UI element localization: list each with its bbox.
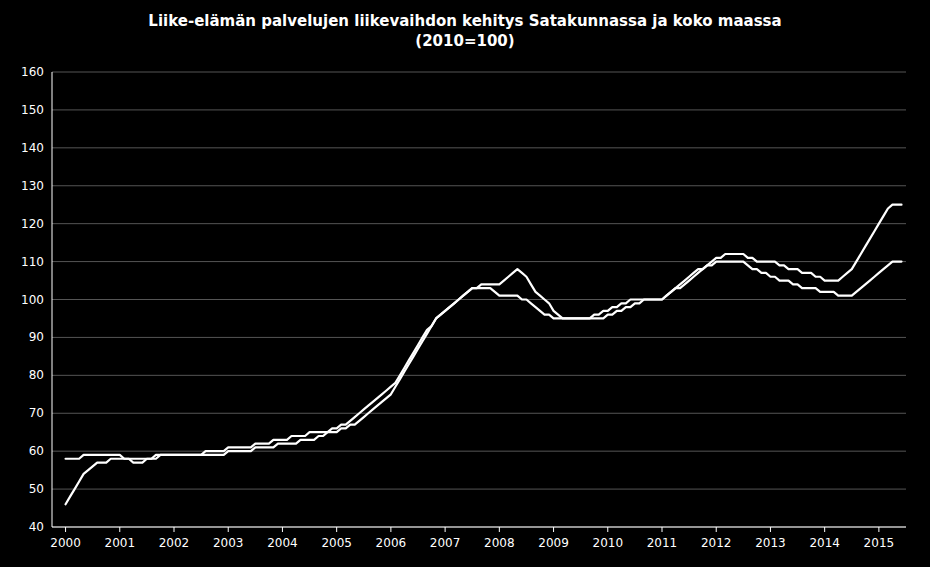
x-tick-label: 2013 bbox=[755, 536, 786, 550]
y-tick-label: 160 bbox=[21, 65, 44, 79]
x-tick bbox=[119, 527, 120, 532]
y-tick-label: 90 bbox=[29, 330, 44, 344]
y-tick-label: 120 bbox=[21, 217, 44, 231]
x-tick-label: 2009 bbox=[538, 536, 569, 550]
grid-line bbox=[52, 261, 906, 262]
y-tick-label: 40 bbox=[29, 520, 44, 534]
background bbox=[0, 0, 930, 567]
y-tick-label: 80 bbox=[29, 368, 44, 382]
y-tick-label: 150 bbox=[21, 103, 44, 117]
y-grid bbox=[52, 72, 906, 527]
x-tick-label: 2001 bbox=[105, 536, 136, 550]
x-tick bbox=[716, 527, 717, 532]
x-tick-label: 2015 bbox=[864, 536, 895, 550]
title: Liike-elämän palvelujen liikevaihdon keh… bbox=[148, 12, 781, 30]
x-tick-label: 2012 bbox=[701, 536, 732, 550]
x-tick-label: 2007 bbox=[430, 536, 461, 550]
x-tick bbox=[228, 527, 229, 532]
grid-line bbox=[52, 413, 906, 414]
y-tick-label: 50 bbox=[29, 482, 44, 496]
x-tick bbox=[390, 527, 391, 532]
x-tick bbox=[65, 527, 66, 532]
lines bbox=[66, 205, 902, 505]
x-tick-label: 2005 bbox=[321, 536, 352, 550]
x-tick-label: 2011 bbox=[647, 536, 678, 550]
x-tick bbox=[282, 527, 283, 532]
grid-line bbox=[52, 147, 906, 148]
x-tick-label: 2004 bbox=[267, 536, 298, 550]
x-tick-label: 2010 bbox=[593, 536, 624, 550]
series-line bbox=[66, 205, 902, 459]
y-axis bbox=[52, 72, 53, 527]
grid-line bbox=[52, 185, 906, 186]
x-tick bbox=[662, 527, 663, 532]
series-line bbox=[66, 262, 902, 505]
x-tick-label: 2002 bbox=[159, 536, 190, 550]
grid-line bbox=[52, 109, 906, 110]
x-tick bbox=[499, 527, 500, 532]
x-tick bbox=[445, 527, 446, 532]
y-tick-label: 60 bbox=[29, 444, 44, 458]
x-tick bbox=[336, 527, 337, 532]
y-tick-label: 70 bbox=[29, 406, 44, 420]
grid-line bbox=[52, 223, 906, 224]
grid-line bbox=[52, 451, 906, 452]
x-tick bbox=[607, 527, 608, 532]
grid-line bbox=[52, 489, 906, 490]
grid-line bbox=[52, 299, 906, 300]
y-tick-label: 100 bbox=[21, 293, 44, 307]
x-tick bbox=[174, 527, 175, 532]
grid-line bbox=[52, 337, 906, 338]
x-tick bbox=[553, 527, 554, 532]
grid-line bbox=[52, 375, 906, 376]
y-tick-label: 110 bbox=[21, 255, 44, 269]
y-tick-label: 140 bbox=[21, 141, 44, 155]
y-tick-label: 130 bbox=[21, 179, 44, 193]
subtitle: (2010=100) bbox=[415, 32, 514, 50]
x-tick bbox=[770, 527, 771, 532]
grid-line bbox=[52, 72, 906, 73]
x-tick-label: 2014 bbox=[809, 536, 840, 550]
x-tick-label: 2003 bbox=[213, 536, 244, 550]
x-axis bbox=[52, 527, 906, 528]
grid-line bbox=[52, 527, 906, 528]
x-tick-label: 2000 bbox=[50, 536, 81, 550]
chart: Liike-elämän palvelujen liikevaihdon keh… bbox=[0, 0, 930, 567]
x-tick bbox=[878, 527, 879, 532]
x-tick bbox=[824, 527, 825, 532]
x-tick-label: 2006 bbox=[376, 536, 407, 550]
x-tick-label: 2008 bbox=[484, 536, 515, 550]
